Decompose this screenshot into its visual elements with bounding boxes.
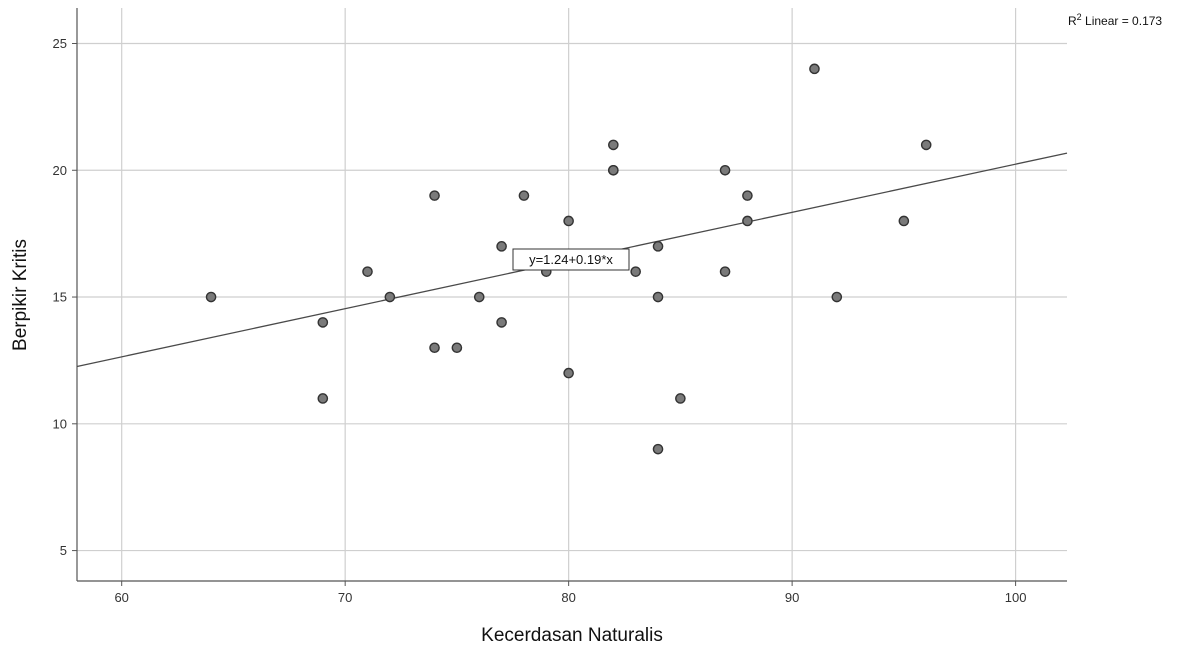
- data-points: [205, 63, 932, 455]
- data-point-21: [652, 291, 664, 303]
- r2-prefix: R: [1068, 14, 1077, 28]
- r2-superscript: 2: [1077, 12, 1082, 22]
- data-point-15: [563, 367, 574, 379]
- axes: [76, 8, 1067, 582]
- equation-box-frame: [512, 248, 630, 271]
- y-tick-label-20: 20: [53, 163, 67, 178]
- x-tick-label-60: 60: [114, 590, 128, 605]
- data-point-3: [317, 393, 329, 404]
- data-point-16: [608, 139, 619, 151]
- data-point-6: [429, 190, 440, 201]
- r2-label: R2 Linear = 0.173: [1068, 12, 1162, 28]
- data-point-25: [719, 266, 731, 277]
- y-tick-label-10: 10: [53, 416, 67, 431]
- x-tick-label-70: 70: [338, 590, 352, 605]
- data-point-31: [920, 139, 932, 151]
- data-point-10: [496, 241, 507, 252]
- r2-value: Linear = 0.173: [1082, 14, 1163, 28]
- equation-box: y=1.24+0.19*x: [512, 248, 630, 271]
- data-point-2: [317, 317, 329, 328]
- y-tick-label-5: 5: [60, 543, 67, 558]
- y-tick-label-25: 25: [53, 36, 67, 51]
- equation-label: y=1.24+0.19*x: [529, 252, 613, 267]
- data-point-19: [630, 266, 641, 277]
- data-point-5: [384, 291, 396, 303]
- data-point-11: [496, 317, 507, 328]
- data-point-28: [809, 63, 820, 75]
- data-point-7: [429, 342, 440, 354]
- data-point-26: [742, 190, 753, 201]
- data-point-30: [898, 215, 910, 227]
- data-point-22: [652, 443, 664, 455]
- data-point-9: [473, 291, 485, 303]
- data-point-27: [742, 215, 753, 227]
- x-tick-label-80: 80: [561, 590, 575, 605]
- data-point-1: [205, 291, 217, 303]
- y-tick-labels: 5 10 15 20 25: [53, 36, 77, 558]
- data-point-29: [831, 291, 843, 303]
- x-tick-label-90: 90: [785, 590, 799, 605]
- data-point-8: [451, 342, 463, 354]
- x-axis-title: Kecerdasan Naturalis: [481, 625, 663, 646]
- data-point-4: [362, 266, 373, 277]
- x-tick-label-100: 100: [1005, 590, 1027, 605]
- x-tick-labels: 60 70 80 90 100: [114, 581, 1026, 605]
- data-point-24: [719, 164, 731, 176]
- data-point-14: [563, 215, 574, 227]
- y-axis-title: Berpikir Kritis: [10, 239, 31, 351]
- data-point-20: [652, 241, 664, 252]
- data-point-12: [518, 190, 530, 201]
- grid-lines: [77, 8, 1067, 581]
- data-point-18: [608, 164, 619, 176]
- data-point-23: [675, 393, 686, 404]
- y-tick-label-15: 15: [53, 290, 67, 305]
